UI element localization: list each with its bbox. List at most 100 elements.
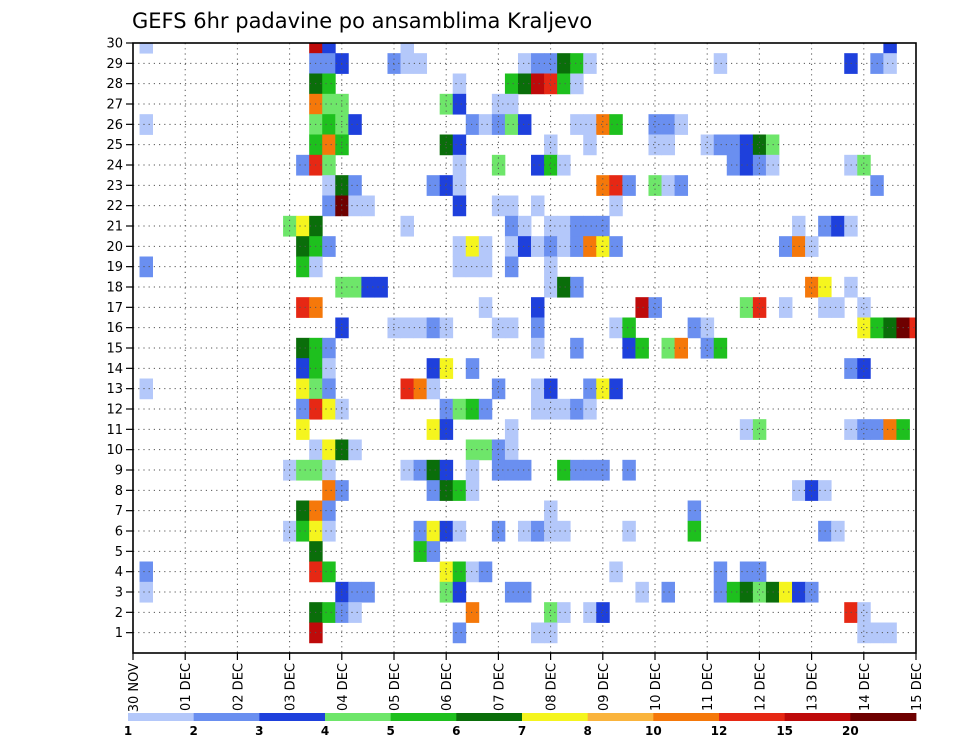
heatmap-cell bbox=[491, 317, 506, 339]
colorbar-swatch bbox=[128, 713, 195, 721]
x-tick-label: 04 DEC bbox=[336, 663, 351, 711]
heatmap-cell bbox=[439, 419, 454, 440]
heatmap-cell bbox=[139, 114, 153, 135]
heatmap-cell bbox=[648, 114, 662, 135]
heatmap-cell bbox=[557, 154, 571, 176]
heatmap-cell bbox=[439, 175, 454, 196]
heatmap-cell bbox=[883, 43, 897, 54]
heatmap-cell bbox=[687, 520, 702, 542]
heatmap-cell bbox=[478, 256, 493, 278]
y-tick-label: 11 bbox=[106, 423, 123, 438]
heatmap-cell bbox=[322, 459, 336, 481]
heatmap-cell bbox=[348, 581, 362, 603]
heatmap-cell bbox=[831, 520, 845, 542]
heatmap-cell bbox=[322, 358, 336, 379]
colorbar-label: 8 bbox=[583, 724, 591, 738]
x-tick-label: 30 NOV bbox=[127, 663, 142, 712]
heatmap-cell bbox=[139, 581, 153, 603]
y-tick-label: 2 bbox=[115, 606, 123, 621]
heatmap-cell bbox=[596, 602, 610, 623]
colorbar-swatch bbox=[390, 713, 457, 721]
heatmap-cell bbox=[452, 154, 467, 176]
heatmap-cell bbox=[544, 602, 558, 623]
y-tick-label: 12 bbox=[106, 403, 123, 418]
heatmap-cell bbox=[139, 378, 153, 400]
heatmap-cell bbox=[504, 439, 519, 461]
y-tick-label: 9 bbox=[115, 464, 123, 479]
heatmap-cell bbox=[296, 337, 310, 359]
heatmap-cell bbox=[439, 317, 454, 339]
heatmap-cell bbox=[805, 276, 819, 298]
heatmap-cell bbox=[517, 520, 532, 542]
heatmap-cell bbox=[465, 398, 480, 420]
heatmap-cell bbox=[322, 500, 336, 522]
heatmap-cell bbox=[531, 154, 545, 176]
heatmap-cell bbox=[739, 154, 754, 176]
y-tick-label: 20 bbox=[106, 240, 123, 255]
colorbar-label: 1 bbox=[124, 724, 132, 738]
heatmap-cell bbox=[465, 114, 480, 135]
heatmap-cell bbox=[322, 175, 336, 196]
heatmap-cell bbox=[426, 317, 441, 339]
heatmap-cell bbox=[452, 175, 467, 196]
heatmap-cell bbox=[622, 175, 636, 196]
heatmap-cell bbox=[583, 236, 597, 257]
colorbar-label: 7 bbox=[518, 724, 526, 738]
colorbar-swatch bbox=[784, 713, 851, 721]
heatmap-cell bbox=[491, 195, 506, 217]
heatmap-cell bbox=[831, 297, 845, 318]
heatmap-cell bbox=[557, 459, 571, 481]
heatmap-cell bbox=[557, 602, 571, 623]
heatmap-cell bbox=[648, 297, 662, 318]
heatmap-cell bbox=[322, 73, 336, 95]
heatmap-cell bbox=[674, 114, 689, 135]
heatmap-cell bbox=[700, 134, 715, 156]
heatmap-cell bbox=[504, 459, 519, 481]
heatmap-cell bbox=[139, 256, 153, 278]
heatmap-cell bbox=[478, 297, 493, 318]
heatmap-cell bbox=[439, 398, 454, 420]
heatmap-cell bbox=[296, 297, 310, 318]
heatmap-cell bbox=[504, 215, 519, 237]
heatmap-cell bbox=[439, 581, 454, 603]
heatmap-cell bbox=[883, 419, 897, 440]
heatmap-cell bbox=[622, 459, 636, 481]
heatmap-cell bbox=[531, 236, 545, 257]
heatmap-cell bbox=[713, 581, 728, 603]
heatmap-cell bbox=[596, 175, 610, 196]
heatmap-cell bbox=[544, 276, 558, 298]
heatmap-cell bbox=[322, 398, 336, 420]
heatmap-cell bbox=[348, 439, 362, 461]
heatmap-cell bbox=[622, 337, 636, 359]
heatmap-cell bbox=[439, 520, 454, 542]
heatmap-cell bbox=[570, 398, 584, 420]
heatmap-cell bbox=[387, 53, 401, 74]
heatmap-cell bbox=[452, 520, 467, 542]
y-tick-label: 7 bbox=[115, 504, 123, 519]
heatmap-cell bbox=[909, 317, 917, 339]
heatmap-cell bbox=[739, 419, 754, 440]
heatmap-cell bbox=[504, 419, 519, 440]
heatmap-cell bbox=[452, 256, 467, 278]
y-tick-label: 6 bbox=[115, 525, 123, 540]
x-tick-label: 13 DEC bbox=[806, 663, 821, 711]
heatmap-cell bbox=[504, 256, 519, 278]
heatmap-cell bbox=[296, 459, 310, 481]
heatmap-cell bbox=[465, 256, 480, 278]
y-tick-label: 4 bbox=[115, 565, 123, 580]
heatmap-cell bbox=[465, 439, 480, 461]
heatmap-cell bbox=[609, 195, 623, 217]
heatmap-cell bbox=[296, 500, 310, 522]
heatmap-cell bbox=[726, 581, 741, 603]
heatmap-cell bbox=[413, 378, 428, 400]
heatmap-cell bbox=[609, 175, 623, 196]
heatmap-cell bbox=[687, 317, 702, 339]
heatmap-cell bbox=[857, 358, 871, 379]
heatmap-cell bbox=[857, 154, 871, 176]
heatmap-cell bbox=[557, 53, 571, 74]
heatmap-cell bbox=[596, 378, 610, 400]
heatmap-cell bbox=[452, 581, 467, 603]
heatmap-cell bbox=[557, 520, 571, 542]
colorbar-swatch bbox=[325, 713, 392, 721]
colorbar-label: 2 bbox=[189, 724, 197, 738]
